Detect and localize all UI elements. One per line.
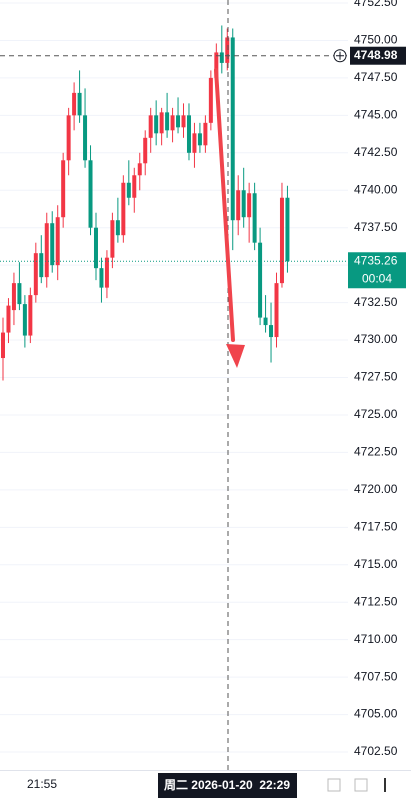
y-tick-label: 4717.50 <box>354 519 398 533</box>
y-tick-label: 4750.00 <box>354 33 398 47</box>
candle-body <box>258 242 263 318</box>
candle-body <box>137 163 142 176</box>
candle-body <box>72 92 77 116</box>
candle-body <box>247 193 252 218</box>
y-tick-label: 4707.50 <box>354 669 398 683</box>
y-tick-label: 4720.00 <box>354 482 398 496</box>
candle-body <box>121 182 126 236</box>
y-tick-label: 4710.00 <box>354 632 398 646</box>
y-tick-label: 4752.50 <box>354 0 398 9</box>
price-axis <box>348 0 411 770</box>
candle-body <box>154 115 159 134</box>
price-axis-labels: 4702.50 4705.00 4707.50 4710.00 4712.50 4715.… <box>354 0 398 758</box>
candle-body <box>230 37 235 221</box>
overlay <box>0 55 348 262</box>
crosshair-price-box <box>350 46 406 65</box>
candle-body <box>192 133 197 153</box>
y-tick-label: 4702.50 <box>354 744 398 758</box>
candle-body <box>83 115 88 161</box>
candles <box>1 25 290 381</box>
candle-body <box>1 332 5 359</box>
candle-body <box>93 227 98 269</box>
y-tick-label: 4722.50 <box>354 445 398 459</box>
candle-body <box>33 253 38 296</box>
crosshair-price-label: 4748.98 <box>354 48 398 62</box>
candle-body <box>55 217 60 266</box>
y-tick-label: 4732.50 <box>354 295 398 309</box>
y-tick-label: 4715.00 <box>354 557 398 571</box>
candle-body <box>126 182 131 198</box>
candle-body <box>110 220 115 258</box>
candle-body <box>225 37 230 63</box>
grid <box>0 2 348 753</box>
crosshair-time-box <box>158 773 297 798</box>
y-tick-label: 4727.50 <box>354 370 398 384</box>
y-tick-label: 4745.00 <box>354 108 398 122</box>
candle-body <box>165 112 170 131</box>
candle-body <box>44 223 49 278</box>
icon <box>354 778 368 792</box>
candle-body <box>197 133 202 146</box>
y-tick-label: 4737.50 <box>354 220 398 234</box>
y-tick-label: 4742.50 <box>354 145 398 159</box>
y-tick-label: 4705.00 <box>354 707 398 721</box>
countdown-label: 00:04 <box>362 271 392 285</box>
candle-body <box>203 122 208 146</box>
arrow-head <box>226 344 245 368</box>
candle-body <box>132 175 137 198</box>
candle-body <box>6 305 11 333</box>
candle-body <box>22 304 27 336</box>
y-tick-label: 4740.00 <box>354 182 398 196</box>
y-tick-label: 4730.00 <box>354 332 398 346</box>
candle-body <box>274 283 279 338</box>
candle-body <box>236 190 241 221</box>
y-tick-label: 4747.50 <box>354 70 398 84</box>
y-tick-label: 4712.50 <box>354 594 398 608</box>
icon <box>327 778 341 792</box>
add-alert-plus <box>336 51 344 60</box>
candle-body <box>143 137 148 164</box>
candle-body <box>208 77 213 123</box>
candle-body <box>241 190 246 218</box>
y-tick-label: 4725.00 <box>354 407 398 421</box>
crosshair-time-label: 周二 2026-01-20 22:29 <box>164 778 290 792</box>
candle-body <box>159 112 164 134</box>
candle-body <box>279 197 284 284</box>
candle-body <box>50 223 55 266</box>
candle-body <box>17 283 22 305</box>
candle-body <box>263 317 268 326</box>
candle-body <box>77 92 82 116</box>
toolbar-icons <box>327 778 386 792</box>
candle-body <box>88 160 93 228</box>
candle-body <box>11 283 16 311</box>
arrow-shaft <box>214 68 235 342</box>
candle-body <box>115 220 120 236</box>
last-price-label: 4735.26 <box>354 253 398 267</box>
candle-body <box>219 52 224 63</box>
candle-body <box>28 295 33 336</box>
candle-body <box>176 115 181 128</box>
candle-body <box>66 115 71 161</box>
candle-body <box>269 325 274 338</box>
last-price-box <box>348 252 406 289</box>
x-tick-label: 21:55 <box>27 777 57 791</box>
candle-body <box>285 197 290 262</box>
candle-body <box>61 160 66 218</box>
candle-body <box>170 115 175 131</box>
candle-body <box>104 257 109 288</box>
candle-body <box>181 115 186 128</box>
candle-body <box>252 193 257 243</box>
candle-body <box>39 253 44 278</box>
candle-body <box>148 115 153 138</box>
candle-body <box>186 115 191 153</box>
candle-body <box>99 268 104 288</box>
candle-body <box>214 52 219 78</box>
